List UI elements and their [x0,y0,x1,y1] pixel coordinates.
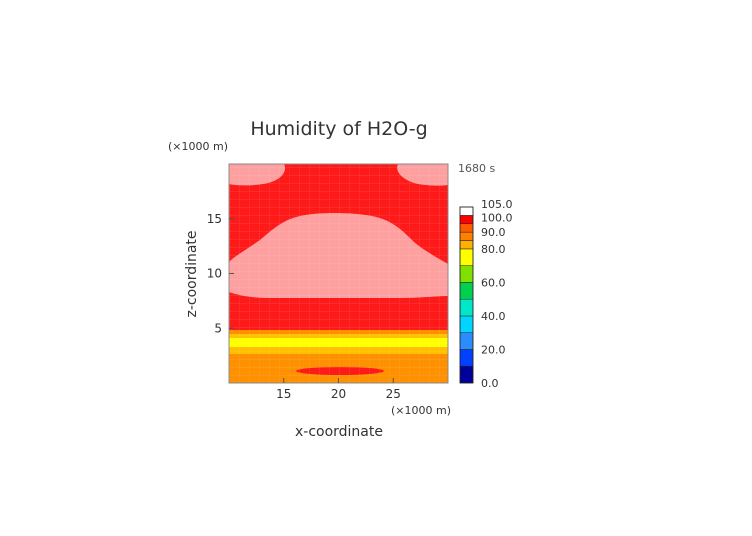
colorbar-band [459,365,474,384]
x-tick-label: 25 [386,387,401,401]
colorbar-tick-label: 60.0 [481,276,506,289]
colorbar-band [459,240,474,250]
y-axis: 5 10 15 [207,212,234,335]
colorbar-band [459,215,474,225]
x-tick-label: 15 [276,387,291,401]
y-axis-label: z-coordinate [184,230,200,317]
heatmap-field [229,164,448,383]
chart-title: Humidity of H2O-g [250,118,427,140]
x-unit-label: (×1000 m) [391,404,451,417]
y-tick-label: 5 [214,321,222,335]
colorbar-tick-label: 20.0 [481,343,506,356]
colorbar-band [459,282,474,300]
colorbar-tick-label: 40.0 [481,310,506,323]
x-tick-label: 20 [331,387,346,401]
colorbar-tick-label: 100.0 [481,211,513,224]
x-axis-label: x-coordinate [295,424,383,440]
colorbar-band [459,298,474,317]
colorbar-band [459,231,474,241]
x-axis: 15 20 25 [276,378,401,401]
colorbar-band [459,248,474,266]
colorbar-frame [459,206,474,384]
colorbar-band [459,349,474,367]
y-tick-label: 10 [207,267,222,281]
colorbar-tick-label: 0.0 [481,377,499,390]
colorbar-band [459,206,474,216]
y-tick-label: 15 [207,212,222,226]
colorbar-tick-label: 80.0 [481,243,506,256]
colorbar-band [459,315,474,333]
colorbar-band [459,332,474,350]
y-unit-label: (×1000 m) [168,140,228,153]
time-label: 1680 s [458,162,495,175]
colorbar-tick-label: 105.0 [481,198,513,211]
colorbar-band [459,265,474,283]
colorbar-band [459,223,474,233]
colorbar-tick-label: 90.0 [481,226,506,239]
